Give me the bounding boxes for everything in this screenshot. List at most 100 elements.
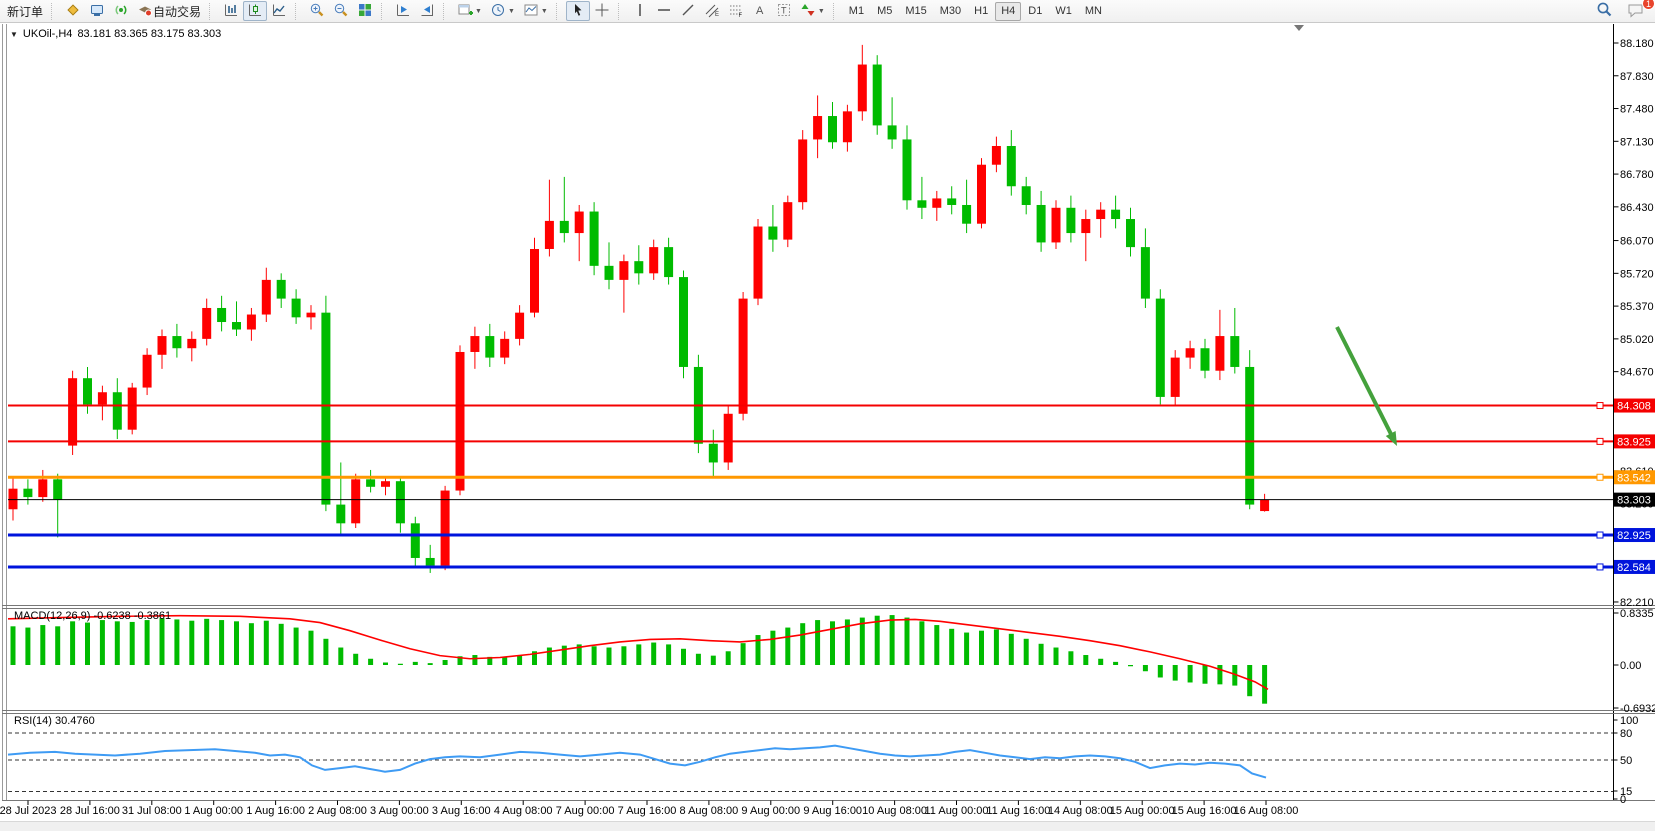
candle	[842, 104, 852, 152]
candle	[977, 158, 986, 229]
toolbar-separator	[443, 2, 450, 20]
notifications-button[interactable]: 1	[1623, 0, 1655, 21]
candle	[336, 462, 346, 536]
svg-text:80: 80	[1620, 728, 1632, 740]
price-tick-label: 87.480	[1620, 104, 1654, 116]
crosshair-button[interactable]	[590, 1, 614, 21]
toolbar-separator	[51, 2, 58, 20]
candle	[455, 345, 465, 496]
periods-button[interactable]: ▼	[486, 1, 519, 21]
price-tick-label: 87.830	[1620, 71, 1654, 83]
date-tick-label: 4 Aug 08:00	[494, 805, 553, 817]
search-button[interactable]	[1592, 1, 1617, 21]
candle	[1021, 176, 1031, 215]
candle	[917, 176, 927, 220]
candle	[112, 378, 122, 440]
timeframe-M5[interactable]: M5	[877, 5, 893, 17]
search-icon	[1596, 1, 1613, 21]
horizontal-line-83.542[interactable]	[8, 473, 1613, 481]
horizontal-line-button[interactable]	[652, 1, 676, 21]
timeframe-D1[interactable]: D1	[1028, 5, 1043, 17]
price-tick-label: 85.720	[1620, 268, 1654, 280]
vertical-line-button[interactable]	[628, 1, 652, 21]
macd-histogram	[10, 615, 1268, 704]
candle	[813, 95, 823, 159]
candle	[1111, 195, 1121, 229]
timeframe-M1[interactable]: M1	[848, 5, 865, 17]
date-tick-label: 11 Aug 00:00	[924, 805, 988, 817]
history-center-button[interactable]	[85, 1, 109, 21]
bar-chart-button[interactable]	[219, 1, 243, 21]
tile-windows-button[interactable]	[353, 1, 377, 21]
rsi-indicator-label: RSI(14) 30.4760	[14, 715, 95, 727]
date-tick-label: 1 Aug 16:00	[246, 805, 305, 817]
tile-windows-icon	[357, 2, 373, 21]
candle	[828, 101, 837, 149]
autotrading-button[interactable]: 自动交易	[133, 1, 205, 21]
horizontal-line-82.584[interactable]	[8, 563, 1613, 571]
line-chart-button[interactable]	[267, 1, 291, 21]
collapse-triangle-icon[interactable]: ▼	[10, 29, 18, 39]
candle	[187, 331, 197, 362]
candle	[544, 179, 554, 257]
timeframe-H4[interactable]: H4	[995, 1, 1022, 21]
price-tick-label: 87.130	[1620, 136, 1654, 148]
candle	[991, 136, 1001, 173]
price-line-label: 82.925	[1614, 528, 1655, 543]
zoom-in-button[interactable]	[305, 1, 329, 21]
timeframe-MN[interactable]: MN	[1084, 5, 1102, 17]
candle	[887, 97, 897, 149]
metaeditor-button[interactable]	[61, 1, 85, 21]
candle	[857, 44, 867, 121]
candle	[217, 295, 227, 332]
auto-scroll-button[interactable]	[391, 1, 415, 21]
cursor-button[interactable]	[565, 1, 590, 21]
svg-text:83.542: 83.542	[1617, 472, 1651, 484]
trendline-button[interactable]	[676, 1, 700, 21]
macd-axis[interactable]: 0.8335 0.00 -0.6932	[1613, 608, 1655, 715]
timeframe-H1[interactable]: H1	[974, 5, 989, 17]
channel-button[interactable]: E	[700, 1, 724, 21]
horizontal-line-82.925[interactable]	[8, 531, 1613, 539]
date-tick-label: 10 Aug 08:00	[862, 805, 927, 817]
time-axis[interactable]: 28 Jul 2023 28 Jul 16:00 31 Jul 08:00 1 Aug…	[0, 800, 1298, 818]
svg-text:F: F	[738, 13, 742, 18]
horizontal-line-83.925[interactable]	[8, 437, 1613, 445]
candle	[1036, 190, 1046, 252]
date-tick-label: 15 Aug 00:00	[1110, 805, 1175, 817]
trend-arrow[interactable]	[1335, 326, 1397, 446]
text-label-button[interactable]: T	[772, 1, 796, 21]
status-strip	[0, 821, 1655, 831]
candlestick-series	[8, 44, 1270, 573]
new-order-button[interactable]: 新订单	[3, 1, 47, 21]
timeframe-W1[interactable]: W1	[1055, 5, 1072, 17]
horizontal-line-84.308[interactable]	[8, 402, 1613, 410]
text-button[interactable]: A	[748, 1, 772, 21]
price-axis[interactable]: 88.180 87.830 87.480 87.130 86.780 86.430 86.0…	[1613, 38, 1654, 609]
candle	[574, 204, 584, 262]
templates-button[interactable]: ▼	[519, 1, 552, 21]
price-tick-label: 82.210	[1620, 597, 1654, 609]
chart-shift-marker[interactable]	[1294, 25, 1304, 31]
timeframe-M15[interactable]: M15	[905, 5, 927, 17]
candle	[962, 179, 972, 234]
candle	[261, 267, 271, 323]
zoom-out-button[interactable]	[329, 1, 353, 21]
chart-shift-button[interactable]	[415, 1, 439, 21]
text-a-icon: A	[752, 2, 768, 21]
cursor-icon	[570, 2, 586, 21]
signal-button[interactable]	[109, 1, 133, 21]
candlestick-chart-button[interactable]	[243, 1, 268, 21]
new-chart-button[interactable]: ▼	[453, 1, 486, 21]
candle	[321, 295, 331, 512]
date-tick-label: 31 Jul 08:00	[122, 805, 182, 817]
arrows-button[interactable]: ▼	[796, 1, 829, 21]
fibonacci-button[interactable]: F	[724, 1, 748, 21]
candle	[753, 219, 763, 306]
crosshair-icon	[594, 2, 610, 21]
svg-text:E: E	[715, 12, 719, 18]
timeframe-M30[interactable]: M30	[939, 5, 962, 17]
candle	[202, 298, 212, 346]
